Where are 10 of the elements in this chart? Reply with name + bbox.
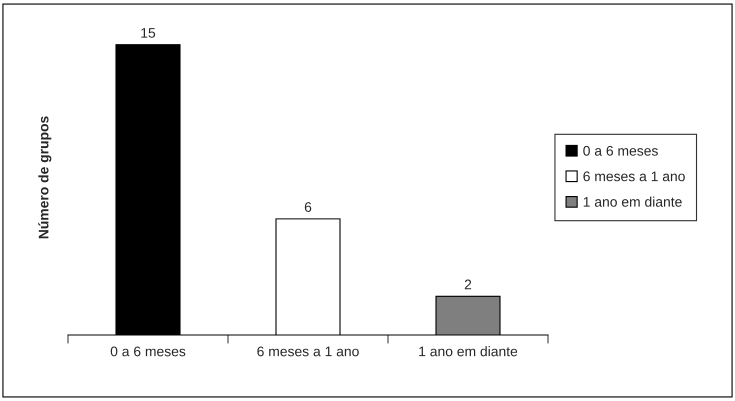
legend-label: 0 a 6 meses [583,146,658,156]
y-axis-title: Número de grupos [38,116,52,238]
data-label: 2 [464,280,472,290]
x-tick-label: 0 a 6 meses [110,346,186,356]
legend-label: 1 ano em diante [584,196,682,207]
legend-label: 6 meses a 1 ano [583,171,685,182]
x-tick-label: 6 meses a 1 ano [257,346,359,356]
data-label: 6 [304,202,312,212]
data-label: 15 [141,28,156,38]
x-tick-label: 1 ano em diante [419,346,518,356]
